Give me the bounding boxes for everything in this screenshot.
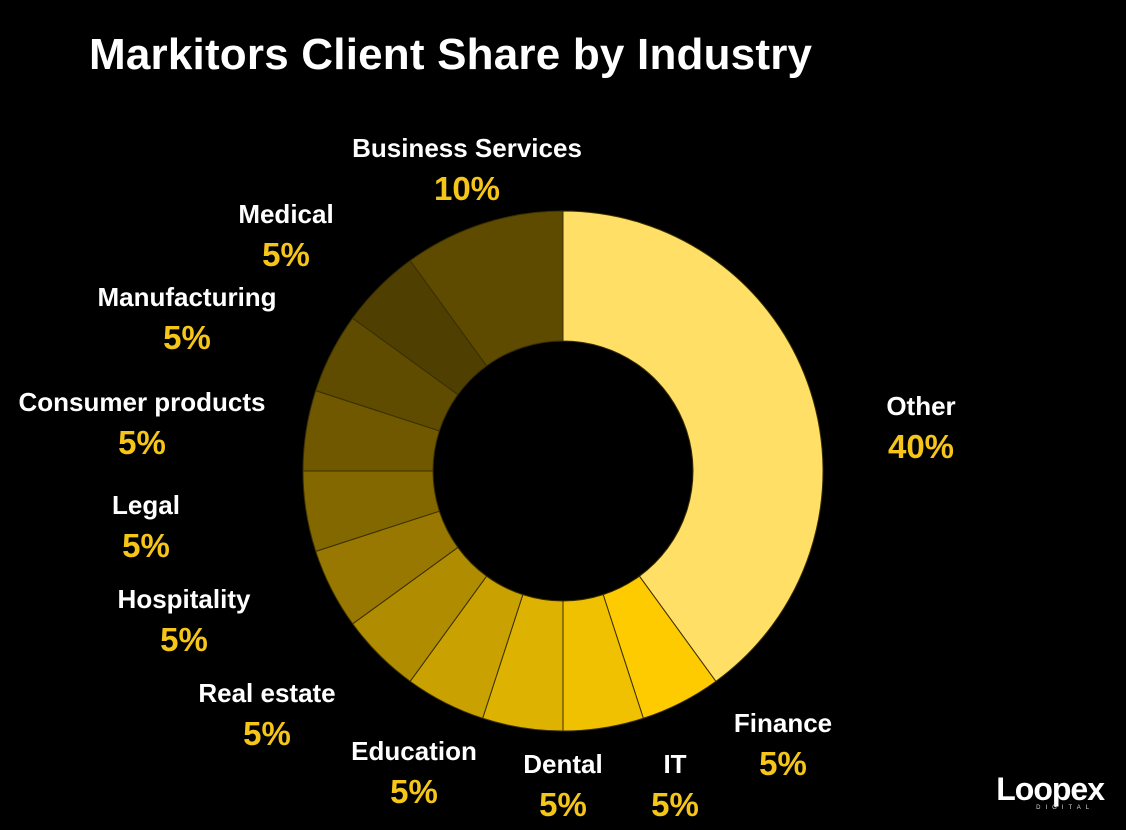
slice-label-manufacturing: Manufacturing 5% [97, 282, 276, 358]
slice-value-finance: 5% [759, 745, 807, 782]
slice-value-medical: 5% [262, 236, 310, 273]
slice-name-dental: Dental [523, 749, 603, 779]
slice-value-dental: 5% [539, 786, 587, 823]
slice-value-hospitality: 5% [160, 621, 208, 658]
slice-name-consumer-products: Consumer products [18, 387, 266, 417]
slice-label-finance: Finance 5% [734, 708, 832, 784]
slice-value-consumer-products: 5% [118, 424, 166, 461]
slice-label-medical: Medical 5% [238, 199, 333, 275]
slice-name-it: IT [663, 749, 687, 779]
slice-name-legal: Legal [112, 490, 180, 520]
slice-name-finance: Finance [733, 708, 833, 738]
slice-value-education: 5% [390, 773, 438, 810]
slice-label-business-services: Business Services 10% [352, 133, 582, 209]
slice-label-real-estate: Real estate 5% [198, 678, 335, 754]
slice-value-it: 5% [651, 786, 699, 823]
slice-label-legal: Legal 5% [112, 490, 180, 566]
slice-business-services [409, 210, 564, 367]
slice-value-manufacturing: 5% [163, 319, 211, 356]
slice-other [562, 210, 824, 683]
slice-name-education: Education [351, 736, 477, 766]
slice-label-hospitality: Hospitality 5% [118, 584, 251, 660]
slice-name-manufacturing: Manufacturing [97, 282, 277, 312]
slice-value-other: 40% [887, 428, 955, 465]
slice-label-it: IT 5% [651, 749, 699, 825]
slice-value-real-estate: 5% [243, 715, 291, 752]
slice-name-other: Other [886, 391, 956, 421]
slice-label-dental: Dental 5% [523, 749, 602, 825]
slice-name-hospitality: Hospitality [117, 584, 251, 614]
loopex-logo: Loopex DIGITAL [996, 771, 1105, 812]
slice-label-education: Education 5% [351, 736, 477, 812]
logo-subtext: DIGITAL [1036, 805, 1095, 811]
slice-value-legal: 5% [122, 527, 170, 564]
slice-label-consumer-products: Consumer products 5% [18, 387, 265, 463]
logo-wordmark: Loopex [996, 771, 1105, 807]
slice-name-medical: Medical [238, 199, 334, 229]
slice-label-other: Other 40% [886, 391, 955, 467]
chart-title: Markitors Client Share by Industry [89, 30, 813, 79]
slice-name-business-services: Business Services [352, 133, 582, 163]
slice-value-business-services: 10% [433, 170, 501, 207]
slice-name-real-estate: Real estate [198, 678, 336, 708]
